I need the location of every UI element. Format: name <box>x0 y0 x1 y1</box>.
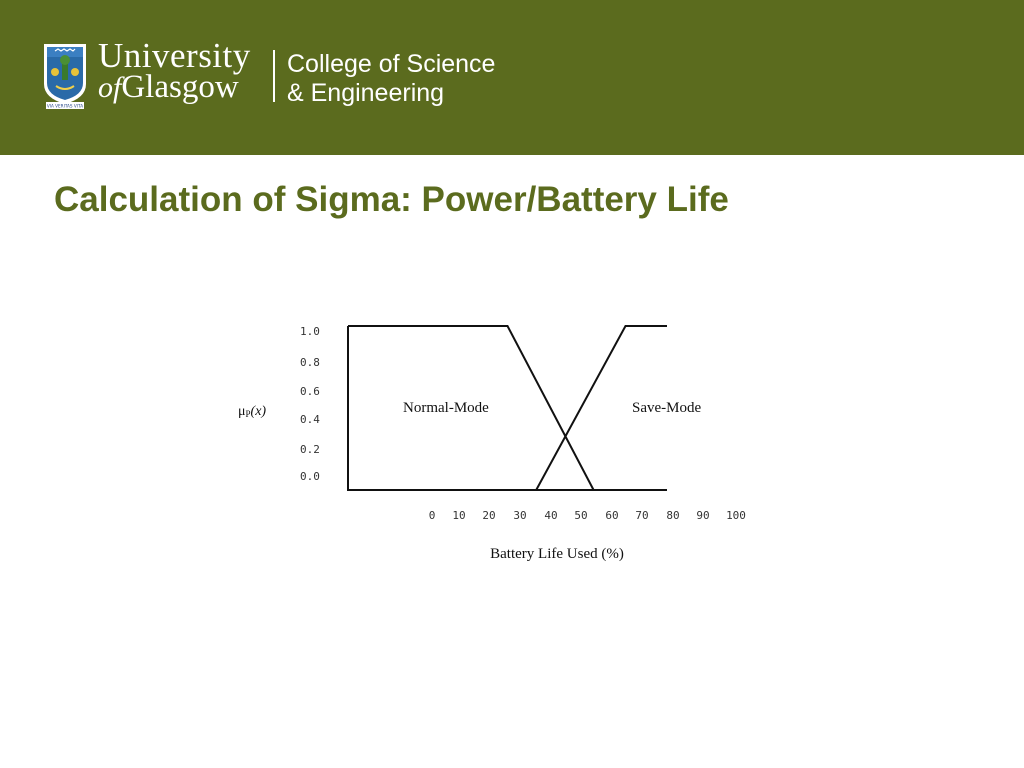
university-of: of <box>98 71 122 104</box>
y-tick-label: 0.8 <box>300 356 320 369</box>
x-tick-label: 90 <box>696 509 709 522</box>
y-tick-label: 1.0 <box>300 325 320 338</box>
slide-title: Calculation of Sigma: Power/Battery Life <box>54 180 729 219</box>
y-tick-label: 0.0 <box>300 470 320 483</box>
y-tick-label: 0.4 <box>300 413 320 426</box>
x-tick-label: 60 <box>605 509 618 522</box>
x-tick-label: 70 <box>635 509 648 522</box>
y-tick-label: 0.2 <box>300 443 320 456</box>
x-tick-label: 40 <box>544 509 557 522</box>
university-crest-icon: VIA VERITAS VITA <box>44 44 86 109</box>
x-tick-label: 20 <box>482 509 495 522</box>
x-tick-label: 30 <box>513 509 526 522</box>
university-glasgow: Glasgow <box>121 69 239 105</box>
university-line1: University <box>98 36 251 75</box>
series-label-normal-mode: Normal-Mode <box>403 400 489 416</box>
y-axis-label: μP(x) <box>238 404 266 419</box>
college-line2: & Engineering <box>287 79 445 107</box>
x-axis-label: Battery Life Used (%) <box>490 546 624 562</box>
university-logo-text: University ofGlasgow <box>98 38 251 104</box>
y-axis-label-arg: (x) <box>251 404 267 419</box>
header-divider <box>273 50 275 102</box>
university-line2: ofGlasgow <box>98 71 251 104</box>
series-line-save-mode <box>535 325 667 491</box>
college-name: College of Science & Engineering <box>287 50 495 108</box>
x-tick-label: 80 <box>666 509 679 522</box>
header-bar: VIA VERITAS VITA University ofGlasgow Co… <box>0 0 1024 155</box>
x-tick-label: 50 <box>574 509 587 522</box>
x-tick-label: 0 <box>429 509 436 522</box>
series-label-save-mode: Save-Mode <box>632 400 701 416</box>
y-axis-label-sub: P <box>246 409 251 419</box>
x-tick-label: 10 <box>452 509 465 522</box>
college-line1: College of Science <box>287 50 496 78</box>
y-axis-label-mu: μ <box>238 404 246 419</box>
x-tick-label: 100 <box>726 509 746 522</box>
y-tick-label: 0.6 <box>300 385 320 398</box>
crest-motto: VIA VERITAS VITA <box>47 104 83 109</box>
